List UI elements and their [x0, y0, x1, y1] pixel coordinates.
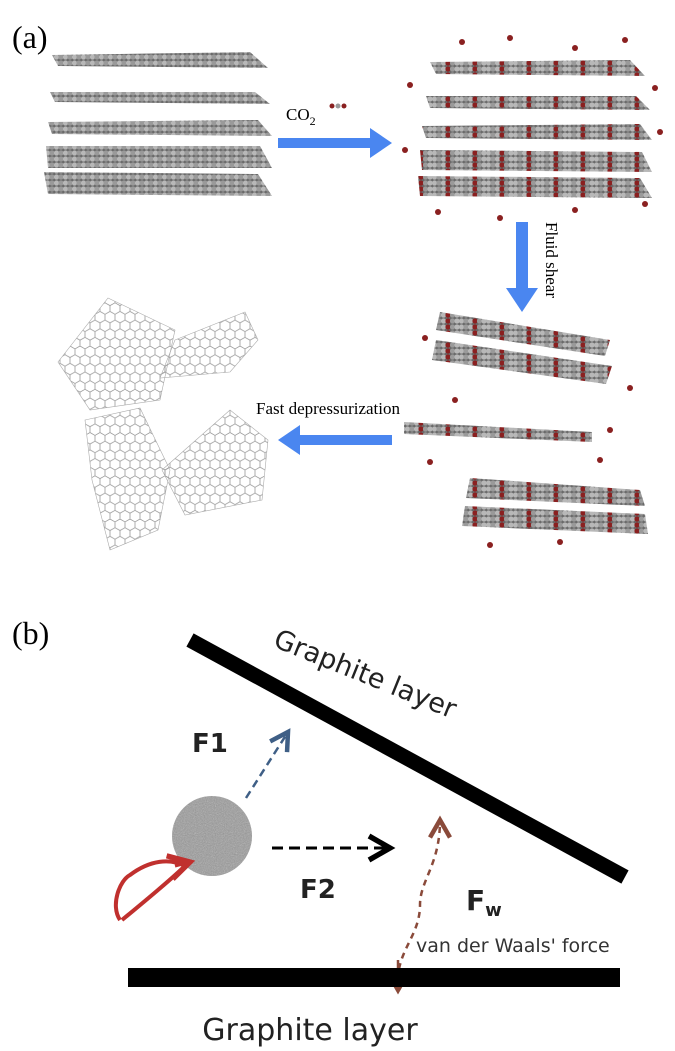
- graphite-bar: [128, 968, 620, 987]
- force-caption: van der Waals' force: [416, 935, 610, 957]
- force-label: F2: [300, 875, 336, 905]
- sheared-stack: [404, 312, 648, 548]
- force-label: F1: [192, 729, 228, 759]
- layer-label: Graphite layer: [269, 624, 461, 726]
- force-arrow: [246, 732, 288, 798]
- graphene-flakes: [58, 298, 268, 550]
- layer-label: Graphite layer: [202, 1013, 418, 1048]
- step-label: Fast depressurization: [256, 399, 400, 418]
- co2-molecule: [330, 104, 347, 109]
- rotation-arrow: [116, 861, 185, 920]
- step-label: Fluid shear: [542, 222, 561, 298]
- graphite-stack: [44, 52, 272, 196]
- force-label: Fw: [466, 884, 502, 921]
- arrow: [278, 425, 392, 455]
- figure: (a) CO2 Fluid shear Fast dep: [0, 0, 675, 1051]
- intercalated-stack: [402, 35, 663, 221]
- panel-label: (b): [12, 615, 49, 651]
- arrow: [506, 222, 538, 312]
- arrow: [278, 128, 392, 158]
- step-label: CO2: [286, 105, 316, 128]
- panel-label: (a): [12, 19, 48, 55]
